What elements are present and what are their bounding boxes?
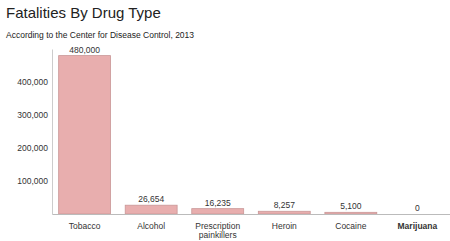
bar — [59, 56, 111, 214]
bars — [59, 56, 377, 214]
y-axis-line — [52, 50, 53, 215]
y-tick-label: 400,000 — [17, 77, 48, 87]
x-tick-label: Prescriptionpainkillers — [195, 221, 240, 240]
y-tick: 400,000 — [17, 77, 52, 87]
data-label: 16,235 — [205, 198, 231, 208]
x-tick: Cocaine — [335, 214, 366, 231]
x-tick: Tobacco — [69, 214, 101, 231]
x-axis: Tobacco Alcohol Prescriptionpainkillers Her… — [53, 214, 450, 240]
y-tick: 300,000 — [17, 110, 52, 120]
x-axis-line — [53, 214, 450, 215]
data-label: 26,654 — [138, 194, 164, 204]
x-tick: Heroin — [272, 214, 297, 231]
x-tick-label: Heroin — [272, 221, 297, 231]
subtitle: According to the Center for Disease Cont… — [6, 30, 194, 40]
y-tick: 200,000 — [17, 143, 52, 153]
bar — [192, 209, 244, 214]
x-tick-label: Cocaine — [335, 221, 366, 231]
data-label: 0 — [415, 203, 420, 213]
y-tick-label: 100,000 — [17, 176, 48, 186]
y-tick-label: 300,000 — [17, 110, 48, 120]
bar — [125, 205, 177, 214]
bar — [325, 212, 377, 214]
data-label: 8,257 — [274, 200, 296, 210]
bar — [391, 214, 443, 215]
y-tick: 100,000 — [17, 176, 52, 186]
x-tick: Alcohol — [137, 214, 165, 231]
data-labels: 480,000 26,654 16,235 8,257 5,100 0 — [69, 45, 420, 213]
y-axis: 100,000 200,000 300,000 400,000 — [17, 50, 52, 215]
x-tick-label: Alcohol — [137, 221, 165, 231]
data-label: 5,100 — [340, 201, 362, 211]
x-tick-label: Tobacco — [69, 221, 101, 231]
bar — [258, 211, 310, 214]
x-tick-label-line: painkillers — [199, 230, 237, 240]
chart: Fatalities By Drug Type According to the … — [0, 0, 450, 241]
title: Fatalities By Drug Type — [6, 4, 161, 21]
y-tick-label: 200,000 — [17, 143, 48, 153]
data-label: 480,000 — [69, 45, 100, 55]
x-tick: Prescriptionpainkillers — [195, 214, 240, 240]
x-tick-label: Marijuana — [398, 221, 438, 231]
x-tick: Marijuana — [398, 214, 438, 231]
